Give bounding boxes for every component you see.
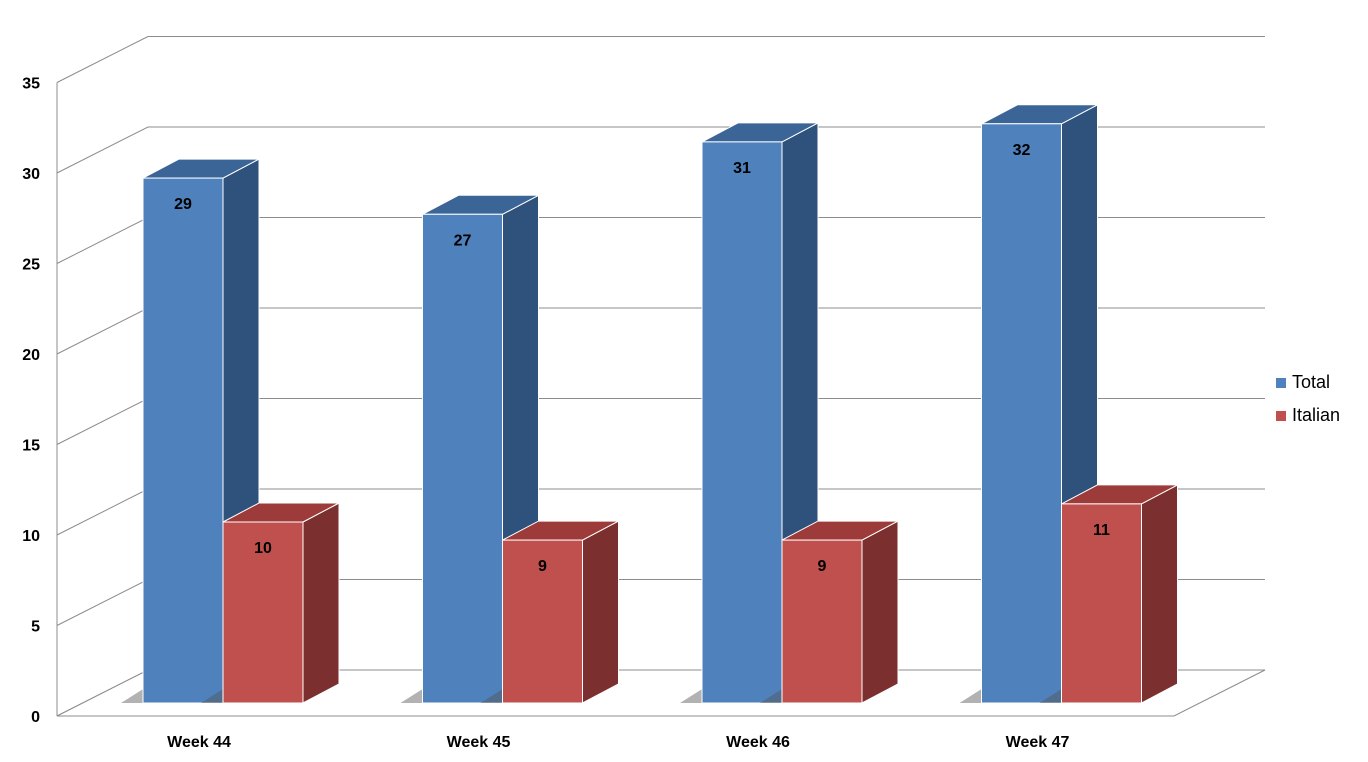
bar-italian-week-45 (502, 539, 583, 704)
y-tick-label-20: 20 (22, 347, 40, 364)
x-tick-label-week-46: Week 46 (726, 734, 790, 751)
wall-diagonal-15 (56, 398, 149, 445)
y-tick-label-0: 0 (31, 709, 40, 726)
wall-diagonal-20 (56, 307, 149, 355)
data-label-italian-week-46: 9 (818, 558, 827, 575)
y-tick-label-5: 5 (31, 619, 40, 636)
x-tick-label-week-47: Week 47 (1006, 734, 1070, 751)
y-tick-label-10: 10 (22, 528, 40, 545)
bar-italian-week-44 (222, 521, 304, 704)
data-label-total-week-44: 29 (174, 196, 192, 213)
bar-side-italian-week-47 (1141, 484, 1178, 704)
bars (121, 103, 1178, 704)
data-label-total-week-45: 27 (454, 232, 472, 249)
y-tick-label-15: 15 (22, 438, 40, 455)
wall-diagonal-25 (56, 217, 149, 264)
legend-item-total: Total (1276, 366, 1340, 399)
legend: Total Italian (1276, 366, 1340, 432)
chart-floor (56, 669, 1266, 717)
legend-swatch-italian (1276, 410, 1286, 421)
y-tick-label-35: 35 (22, 76, 40, 93)
wall-diagonal-5 (56, 579, 149, 626)
bar-total-week-46 (701, 141, 783, 704)
y-tick-label-25: 25 (22, 257, 40, 274)
bar-italian-week-47 (1061, 503, 1142, 704)
bar-side-italian-week-46 (861, 520, 899, 704)
bar-total-week-45 (422, 213, 503, 704)
data-label-italian-week-44: 10 (254, 540, 272, 557)
wall-diagonal-10 (56, 488, 149, 536)
legend-swatch-total (1276, 377, 1286, 388)
bar-total-week-47 (981, 123, 1062, 704)
x-tick-label-week-45: Week 45 (447, 734, 511, 751)
legend-label-italian: Italian (1292, 405, 1341, 425)
bar-side-italian-week-45 (582, 520, 619, 704)
bar-italian-week-46 (781, 539, 863, 704)
wall-diagonal-30 (56, 126, 149, 174)
data-label-total-week-46: 31 (733, 160, 751, 177)
legend-label-total: Total (1292, 372, 1331, 392)
y-axis: 0 5 10 15 20 25 30 35 (22, 76, 40, 727)
data-label-italian-week-45: 9 (538, 558, 547, 575)
data-label-total-week-47: 32 (1013, 142, 1031, 159)
x-tick-label-week-44: Week 44 (167, 734, 231, 751)
floor-plane (56, 669, 1266, 717)
data-labels: 29 10 27 9 31 9 32 11 (174, 142, 1110, 575)
wall-diagonal-35 (56, 36, 149, 83)
data-label-italian-week-47: 11 (1093, 522, 1110, 539)
bar-total-week-44 (142, 177, 224, 704)
x-axis: Week 44 Week 45 Week 46 Week 47 (167, 734, 1069, 751)
bar-side-italian-week-44 (302, 502, 340, 704)
y-tick-label-30: 30 (22, 166, 40, 183)
legend-item-italian: Italian (1276, 399, 1340, 432)
